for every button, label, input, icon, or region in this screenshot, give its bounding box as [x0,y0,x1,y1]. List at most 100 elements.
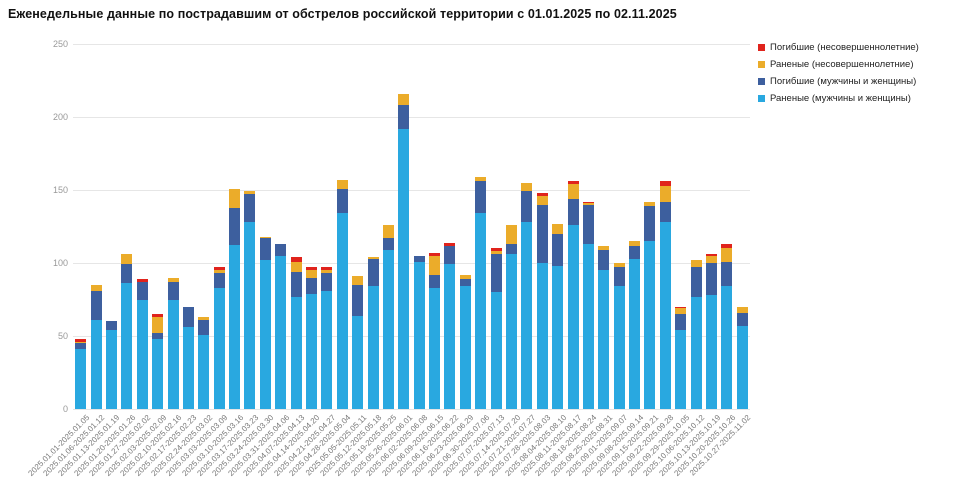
bar-segment-wounded_minors [75,341,87,344]
legend-item-killed_minors[interactable]: Погибшие (несовершеннолетние) [758,42,919,53]
bar-segment-wounded_adults [275,255,287,409]
bar-segment-wounded_adults [490,292,502,409]
bar-segment-wounded_minors [290,261,302,272]
bar-segment-killed_adults [121,264,133,284]
bar-segment-wounded_minors [552,223,564,234]
bar-2025.10.13-2025.10.19 [706,254,718,409]
legend-label: Погибшие (мужчины и женщины) [770,76,917,87]
bar-segment-wounded_minors [459,274,471,280]
bar-segment-killed_adults [706,263,718,296]
bar-segment-killed_adults [75,343,87,350]
bar-segment-killed_adults [721,261,733,287]
legend-label: Раненые (несовершеннолетние) [770,59,914,70]
bar-segment-wounded_adults [152,338,164,409]
bar-segment-killed_minors [721,244,733,249]
bar-segment-killed_minors [706,254,718,256]
bar-segment-wounded_adults [167,299,179,409]
bar-segment-wounded_adults [721,286,733,409]
bar-segment-wounded_adults [736,325,748,409]
bar-2025.03.24-2025.03.30 [259,236,271,409]
bar-segment-killed_adults [736,312,748,326]
legend-marker-killed_adults [758,78,765,85]
bar-segment-wounded_adults [552,265,564,409]
plot-area [73,43,750,410]
bar-segment-killed_minors [152,314,164,318]
bar-segment-wounded_adults [213,287,225,409]
bar-segment-wounded_minors [598,245,610,250]
legend-marker-wounded_adults [758,95,765,102]
bar-2025.09.15-2025.09.21 [644,201,656,409]
bar-2025.02.10-2025.02.16 [167,277,179,409]
gridline-50 [73,335,750,337]
bar-segment-wounded_adults [582,244,594,409]
bar-segment-killed_adults [305,277,317,294]
bar-segment-wounded_adults [506,254,517,409]
bar-segment-killed_minors [659,181,671,186]
bar-segment-killed_minors [490,248,502,252]
y-tick-label-0: 0 [62,404,68,414]
bar-segment-wounded_minors [706,255,718,264]
y-tick-label-50: 50 [57,331,68,341]
bar-segment-killed_minors [290,257,302,262]
bar-segment-wounded_adults [198,334,210,409]
gridline-0 [73,408,750,410]
bar-2025.08.18-2025.08.24 [582,201,594,409]
bar-segment-wounded_adults [536,263,548,409]
bar-2025.05.05-2025.05.11 [352,276,364,409]
bar-segment-killed_adults [90,290,102,320]
bar-segment-killed_adults [398,105,410,129]
bar-2025.01.06-2025.01.12 [90,284,102,409]
bar-segment-wounded_minors [582,203,594,205]
bar-segment-killed_adults [352,284,364,316]
bar-segment-killed_adults [613,267,625,287]
bar-2025.08.11-2025.08.17 [567,181,579,409]
bar-segment-killed_adults [582,204,594,245]
bar-2025.07.21-2025.07.27 [521,182,533,409]
bar-segment-killed_adults [521,191,533,223]
bar-segment-wounded_adults [413,261,425,409]
bar-segment-wounded_minors [382,225,394,239]
bar-2025.02.03-2025.02.09 [152,314,164,409]
bar-segment-wounded_adults [336,213,348,409]
bar-segment-killed_adults [198,319,210,335]
bar-segment-killed_adults [629,245,641,259]
bar-segment-wounded_minors [321,270,333,274]
bar-segment-killed_adults [259,238,271,261]
bar-2025.09.22-2025.09.28 [659,181,671,409]
bar-segment-wounded_adults [244,222,256,409]
gridline-100 [73,262,750,264]
bar-segment-wounded_adults [352,315,364,409]
bar-2025.04.28-2025.05.04 [336,179,348,409]
bar-2025.09.29-2025.10.05 [675,306,687,409]
bar-segment-killed_adults [105,321,117,331]
bar-2025.03.10-2025.03.16 [229,188,241,409]
bar-segment-wounded_minors [675,308,687,315]
bar-2025.07.07-2025.07.13 [490,248,502,409]
legend-item-wounded_adults[interactable]: Раненые (мужчины и женщины) [758,93,919,104]
bar-segment-killed_adults [182,306,194,328]
bar-segment-killed_adults [290,271,302,297]
bar-segment-killed_adults [244,194,256,223]
bar-segment-wounded_adults [429,287,441,409]
bar-segment-wounded_minors [521,182,533,192]
bar-segment-killed_adults [552,233,564,266]
bar-2025.04.07-2025.04.13 [290,257,302,409]
bar-segment-wounded_adults [659,222,671,409]
bar-segment-killed_adults [167,281,179,300]
bar-segment-wounded_minors [167,277,179,282]
bar-segment-wounded_adults [367,286,379,409]
bar-2025.06.30-2025.07.06 [475,176,487,409]
bar-segment-wounded_adults [444,264,456,409]
chart-title: Еженедельные данные по пострадавшим от о… [8,7,677,21]
legend-item-wounded_minors[interactable]: Раненые (несовершеннолетние) [758,59,919,70]
bar-segment-killed_adults [413,255,425,262]
legend-marker-wounded_minors [758,61,765,68]
bar-segment-killed_minors [136,279,148,282]
legend-item-killed_adults[interactable]: Погибшие (мужчины и женщины) [758,76,919,87]
bar-segment-wounded_adults [398,128,410,409]
bar-segment-killed_adults [598,249,610,271]
bar-segment-wounded_minors [736,306,748,313]
bar-segment-wounded_minors [398,93,410,106]
bar-segment-wounded_adults [290,296,302,409]
bar-segment-wounded_minors [690,260,702,268]
